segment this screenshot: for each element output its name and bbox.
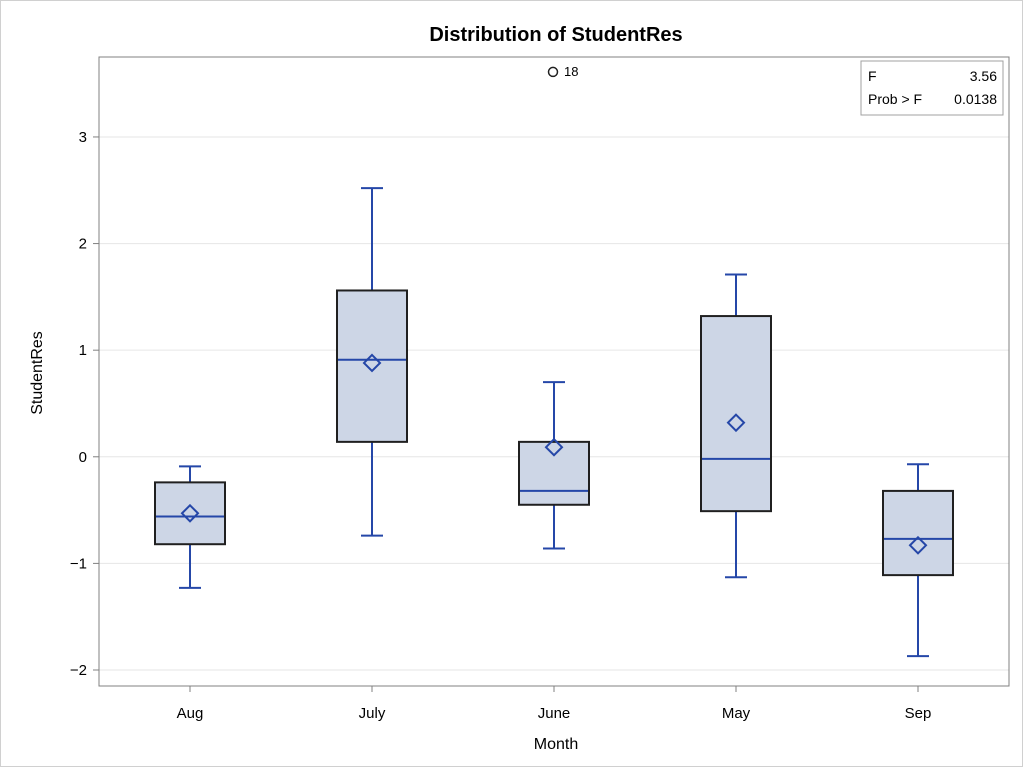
box-plots: 18: [154, 64, 954, 658]
box-july: [336, 187, 408, 537]
box-iqr: [336, 289, 408, 443]
box-june: [518, 381, 590, 550]
x-tick-label: Aug: [177, 705, 204, 722]
y-tick-label: −1: [70, 555, 87, 572]
statistics-inset: F 3.56 Prob > F 0.0138: [860, 60, 1004, 116]
inset-value: 3.56: [970, 68, 997, 84]
box-aug: [154, 465, 226, 589]
box-iqr: [154, 481, 226, 546]
inset-box: [860, 60, 1004, 116]
mean-marker: [180, 503, 200, 523]
y-tick-label: −2: [70, 662, 87, 679]
mean-marker: [908, 535, 928, 555]
inset-value: 0.0138: [954, 91, 997, 107]
y-tick-label: 3: [79, 129, 87, 146]
x-tick-label: July: [359, 705, 386, 722]
inset-label: Prob > F: [868, 91, 922, 107]
mean-marker: [362, 353, 382, 373]
box-may: [700, 273, 772, 579]
box-iqr: [882, 489, 954, 577]
x-tick-label: June: [538, 705, 571, 722]
y-tick-label: 1: [79, 342, 87, 359]
outlier-point: [547, 66, 559, 78]
y-tick-label: 2: [79, 236, 87, 253]
inset-label: F: [868, 68, 877, 84]
mean-marker: [726, 413, 746, 433]
axes: −2 −1 0 1 2 3 Aug July June May Sep: [70, 56, 1010, 722]
plot-frame: [98, 56, 1010, 687]
x-axis-title: Month: [534, 736, 578, 753]
box-iqr: [518, 440, 590, 506]
outlier-label: 18: [564, 64, 578, 79]
x-tick-label: Sep: [905, 705, 932, 722]
y-axis-title: StudentRes: [29, 331, 46, 415]
y-tick-label: 0: [79, 449, 87, 466]
chart-title: Distribution of StudentRes: [429, 24, 682, 46]
x-tick-label: May: [722, 705, 751, 722]
mean-marker: [544, 437, 564, 457]
box-sep: [882, 463, 954, 658]
